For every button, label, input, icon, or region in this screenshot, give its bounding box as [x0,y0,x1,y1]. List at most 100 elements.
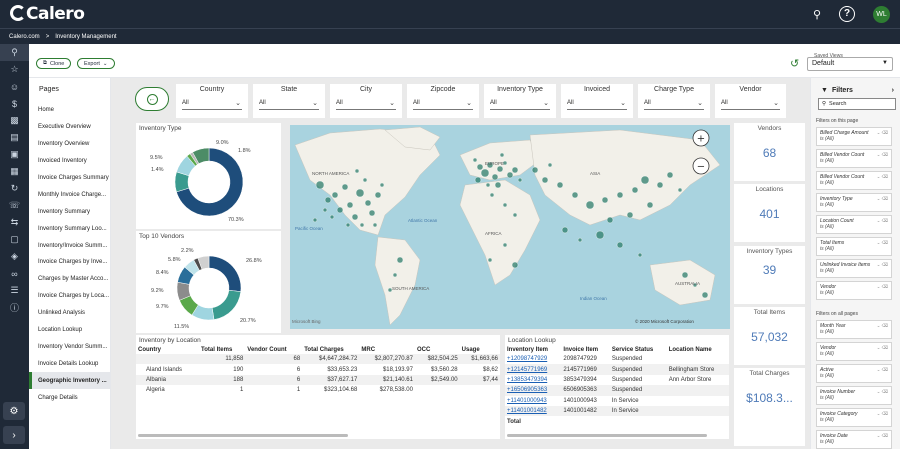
location-bubble[interactable] [681,271,689,279]
location-bubble[interactable] [379,182,385,188]
box-icon[interactable]: ▢ [10,234,19,244]
table-cell[interactable]: +12098747929 [507,356,548,363]
location-bubble[interactable] [601,196,609,204]
page-item[interactable]: Invoice Charges Summary [38,175,109,181]
filter-options-icon[interactable]: ⌄ ⌫ [876,433,888,438]
location-bubble[interactable] [486,161,494,169]
location-bubble[interactable] [561,226,569,234]
help-icon[interactable]: ? [839,6,855,22]
grid-icon[interactable]: ▦ [10,166,19,176]
search-icon[interactable]: ⚲ [0,44,29,61]
help-icon[interactable]: ⓘ [9,303,19,313]
top-vendors-donut[interactable]: 2.2%5.8% 8.4% 9.2% 9.7% 11.5% 20.7% 26.8% [136,242,281,334]
location-bubble[interactable] [692,282,698,288]
location-bubble[interactable] [392,272,398,278]
location-bubble[interactable] [312,217,318,223]
location-bubble[interactable] [315,180,325,190]
page-item[interactable]: Inventory Summary Loo... [38,225,107,232]
location-bubble[interactable] [491,173,499,181]
table-cell[interactable]: +13853479394 [507,376,548,383]
location-bubble[interactable] [606,216,614,224]
filter-options-icon[interactable]: ⌄ ⌫ [876,345,888,350]
map-visual[interactable]: NORTH AMERICA EUROPE ASIA AFRICA SOUTH A… [290,125,730,329]
image-icon[interactable]: ▣ [10,149,19,159]
horizontal-scrollbar[interactable] [507,434,707,437]
network-icon[interactable]: ◈ [11,251,18,261]
page-item[interactable]: Monthly Invoice Charge... [38,191,107,198]
column-header[interactable]: Vendor Count [247,347,287,353]
location-bubble[interactable] [487,257,493,263]
location-bubble[interactable] [374,191,382,199]
filter-card[interactable]: Vendor is (All) ⌄ ⌫ [816,342,892,361]
location-bubble[interactable] [372,222,378,228]
slicer-dropdown[interactable]: All ⌄ [567,98,627,110]
donut-slice[interactable] [197,255,210,270]
location-bubble[interactable] [341,183,349,191]
clone-button[interactable]: ⧉ Clone [36,58,72,69]
slicer-dropdown[interactable]: All ⌄ [644,98,704,110]
column-header[interactable]: Country [138,347,161,353]
page-item[interactable]: Charge Details [38,394,78,401]
search-icon[interactable]: ⚲ [812,8,821,21]
column-header[interactable]: MRC [361,347,376,353]
table-cell[interactable]: +11401001482 [505,405,562,417]
page-item[interactable]: Unlinked Analysis [38,310,86,317]
filter-card[interactable]: Active is (All) ⌄ ⌫ [816,364,892,383]
location-bubble[interactable] [346,201,354,209]
star-icon[interactable]: ☆ [10,64,19,74]
location-bubble[interactable] [595,230,605,240]
location-bubble[interactable] [637,252,643,258]
filter-card[interactable]: Invoice Date is (All) ⌄ ⌫ [816,430,892,449]
location-bubble[interactable] [656,181,664,189]
location-bubble[interactable] [631,186,639,194]
location-bubble[interactable] [541,176,549,184]
page-item[interactable]: Invoice Details Lookup [38,360,99,367]
location-bubble[interactable] [640,175,650,185]
table-row[interactable]: +11401001482 1401001482 In Service [505,405,729,417]
horizontal-scrollbar[interactable] [138,434,348,437]
location-bubble[interactable] [571,191,579,199]
dollar-icon[interactable]: $ [11,98,17,109]
breadcrumb-root[interactable]: Calero.com [9,33,40,40]
table-row[interactable]: +16506905363 6506905363 Suspended [505,385,729,396]
location-bubble[interactable] [531,166,539,174]
back-button[interactable]: ← [135,87,169,111]
calero-logo[interactable]: Calero [10,4,85,24]
document-icon[interactable]: ▤ [10,132,19,142]
reset-icon[interactable]: ↺ [790,58,800,70]
link-icon[interactable]: ∞ [11,268,18,279]
slicer-dropdown[interactable]: All ⌄ [182,98,242,110]
filter-options-icon[interactable]: ⌄ ⌫ [876,323,888,328]
location-bubble[interactable] [502,202,508,208]
location-bubble[interactable] [472,157,478,163]
slicer-dropdown[interactable]: All ⌄ [721,98,780,110]
column-header[interactable]: Service Status [611,347,654,353]
column-header[interactable]: Total Items [201,347,233,353]
filter-card[interactable]: Inventory Type is (All) ⌄ ⌫ [816,193,892,212]
filter-card[interactable]: Invoice Number is (All) ⌄ ⌫ [816,386,892,405]
filter-card[interactable]: Vendor is (All) ⌄ ⌫ [816,281,892,300]
filter-options-icon[interactable]: ⌄ ⌫ [876,196,888,201]
table-row[interactable]: +11401000943 1401000943 In Service [505,396,729,406]
refresh-icon[interactable]: ↻ [10,183,19,193]
location-bubble[interactable] [646,201,654,209]
filter-options-icon[interactable]: ⌄ ⌫ [876,240,888,245]
location-bubble[interactable] [480,168,490,178]
sync-icon[interactable]: ⇆ [10,217,19,227]
location-bubble[interactable] [354,168,360,174]
donut-slice[interactable] [192,147,210,164]
location-bubble[interactable] [616,241,624,249]
chart-icon[interactable]: ▩ [10,115,19,125]
filter-options-icon[interactable]: ⌄ ⌫ [876,284,888,289]
table-row[interactable]: Algeria 1 1 $323,104.68 $278,538.00 [136,385,500,395]
user-icon[interactable]: ☺ [9,81,20,92]
column-header[interactable]: Total Charges [304,347,344,353]
location-bubble[interactable] [585,200,595,210]
filter-card[interactable]: Billed Vendor Count is (All) ⌄ ⌫ [816,171,892,190]
page-item[interactable]: Geographic Inventory ... [29,372,110,390]
location-bubble[interactable] [502,160,508,166]
location-bubble[interactable] [355,188,365,198]
filters-search-input[interactable]: ⚲ Search [818,98,896,110]
column-header[interactable]: Inventory Item [507,347,549,353]
location-bubble[interactable] [324,196,332,204]
